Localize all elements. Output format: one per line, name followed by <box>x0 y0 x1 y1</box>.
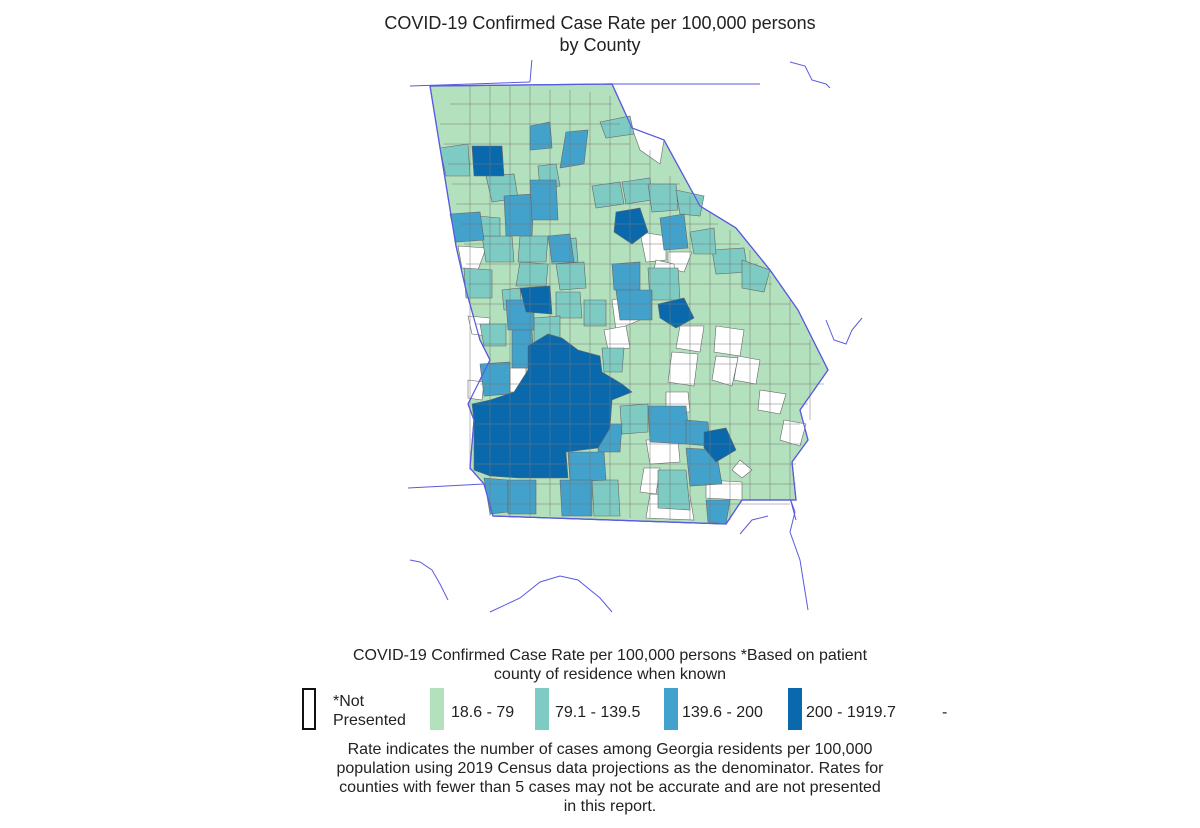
county-cell <box>471 145 505 177</box>
county-cell <box>517 235 549 263</box>
county-cell <box>463 267 493 299</box>
boundary-florida-bend <box>739 515 769 535</box>
county-cell <box>639 231 667 263</box>
legend-label-not-presented: *Not Presented <box>333 692 406 730</box>
county-borders <box>440 86 824 522</box>
legend-swatch-79-139 <box>535 688 549 730</box>
map-title: COVID-19 Confirmed Case Rate per 100,000… <box>0 12 1200 56</box>
georgia-state-outline <box>429 83 829 525</box>
footnote-line-2: population using 2019 Census data projec… <box>336 760 884 777</box>
county-cell <box>547 233 575 263</box>
georgia-county-map <box>407 60 863 613</box>
county-cell <box>559 479 593 517</box>
county-cell <box>731 459 753 479</box>
county-cell <box>567 451 607 483</box>
legend-swatch-not-presented <box>302 688 316 730</box>
county-cell <box>713 325 745 357</box>
legend-title-line-2: county of residence when known <box>493 666 727 683</box>
legend-label-200-1919: 200 - 1919.7 <box>806 704 896 721</box>
boundary-north-carolina-line <box>529 60 760 85</box>
county-cell <box>515 261 549 287</box>
county-cell <box>529 179 559 221</box>
footnote-line-4: in this report. <box>563 798 657 815</box>
county-cell <box>733 355 761 385</box>
county-cell <box>467 379 485 401</box>
county-cell <box>479 361 511 397</box>
boundary-sc-outline <box>789 61 831 89</box>
county-cell <box>613 207 649 245</box>
county-cell <box>705 499 731 525</box>
county-cell <box>621 177 653 205</box>
county-cell <box>619 403 649 435</box>
county-cell <box>689 227 717 255</box>
legend-title: COVID-19 Confirmed Case Rate per 100,000… <box>300 646 920 684</box>
county-cell <box>645 439 681 465</box>
county-cell <box>603 325 631 351</box>
county-cell <box>757 389 787 415</box>
legend-label-139-200: 139.6 - 200 <box>682 704 763 721</box>
county-cell <box>711 355 739 387</box>
county-cell <box>703 427 737 463</box>
boundary-tennessee-line <box>409 81 531 87</box>
county-cell <box>591 479 621 517</box>
county-cell <box>555 261 587 291</box>
footnote-line-1: Rate indicates the number of cases among… <box>347 741 873 758</box>
county-cell <box>615 289 653 321</box>
county-cell <box>611 261 641 291</box>
boundary-alabama-south <box>407 483 485 489</box>
county-cell <box>503 193 535 237</box>
county-cell <box>647 405 691 445</box>
county-cell <box>555 291 583 319</box>
legend-label-79-139: 79.1 - 139.5 <box>555 704 641 721</box>
boundary-florida-east <box>789 497 797 521</box>
county-cell <box>471 333 633 479</box>
legend-swatch-18-79 <box>430 688 444 730</box>
footnote-line-3: counties with fewer than 5 cases may not… <box>339 779 881 796</box>
boundary-florida-coast-panhandle <box>489 575 613 613</box>
county-cell <box>583 299 607 327</box>
legend-label-18-79: 18.6 - 79 <box>451 704 515 721</box>
boundary-sc-coast <box>825 317 863 345</box>
legend-label-not-presented-line-1: *Not <box>333 693 365 710</box>
county-cell <box>481 235 515 263</box>
map-title-line-2: by County <box>559 35 641 55</box>
county-cell <box>667 351 699 387</box>
county-cell <box>657 297 695 329</box>
map-title-line-1: COVID-19 Confirmed Case Rate per 100,000… <box>384 13 816 33</box>
county-cell <box>779 419 807 447</box>
legend-trailing-dash: - <box>942 704 948 721</box>
county-cell <box>647 183 679 213</box>
county-cell <box>601 347 625 373</box>
county-cell <box>479 323 507 347</box>
legend-swatch-200-1919 <box>788 688 802 730</box>
boundary-florida-coast-west <box>409 559 449 601</box>
legend-title-line-1: COVID-19 Confirmed Case Rate per 100,000… <box>352 647 868 664</box>
county-cell <box>659 213 689 251</box>
legend-label-not-presented-line-2: Presented <box>333 712 406 729</box>
county-cell <box>507 479 537 515</box>
legend-swatch-139-200 <box>664 688 678 730</box>
footnote: Rate indicates the number of cases among… <box>290 740 930 816</box>
county-cell <box>599 115 635 139</box>
county-cell <box>529 121 553 151</box>
